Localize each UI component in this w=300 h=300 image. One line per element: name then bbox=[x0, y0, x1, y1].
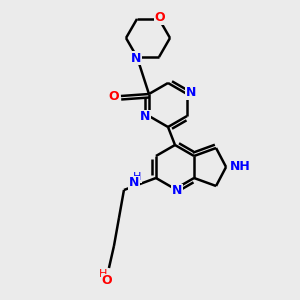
Text: H: H bbox=[133, 172, 141, 182]
Text: N: N bbox=[140, 110, 150, 124]
Text: H: H bbox=[99, 269, 107, 279]
Text: N: N bbox=[131, 52, 141, 64]
Text: O: O bbox=[102, 274, 112, 287]
Text: N: N bbox=[172, 184, 182, 197]
Text: O: O bbox=[109, 89, 119, 103]
Text: O: O bbox=[155, 11, 165, 24]
Text: N: N bbox=[129, 176, 139, 190]
Text: N: N bbox=[186, 86, 196, 100]
Text: NH: NH bbox=[230, 160, 250, 173]
